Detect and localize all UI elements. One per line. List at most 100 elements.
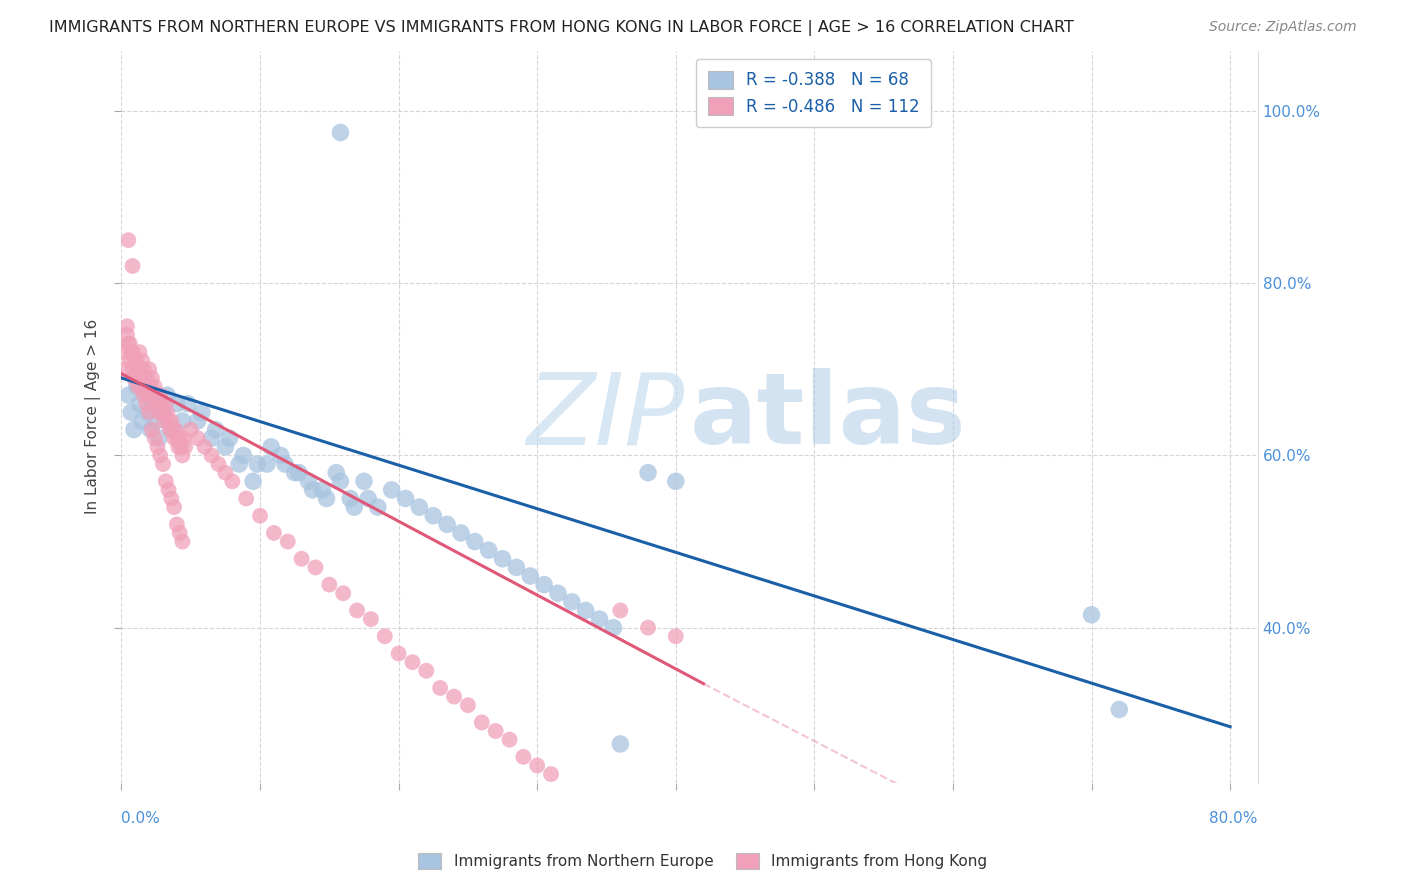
Point	[132, 388, 155, 402]
Point	[637, 836, 659, 850]
Point	[122, 371, 145, 385]
Point	[125, 379, 148, 393]
Point	[139, 379, 162, 393]
Point	[166, 431, 188, 445]
Point	[191, 405, 214, 419]
Point	[360, 612, 382, 626]
Point	[256, 457, 278, 471]
Point	[218, 431, 240, 445]
Text: atlas: atlas	[689, 368, 966, 466]
Point	[129, 371, 152, 385]
Point	[277, 534, 299, 549]
Point	[127, 379, 149, 393]
Point	[692, 871, 714, 885]
Point	[156, 388, 179, 402]
Point	[136, 405, 159, 419]
Point	[117, 388, 139, 402]
Point	[471, 715, 494, 730]
Point	[160, 414, 183, 428]
Point	[367, 500, 389, 515]
Point	[187, 414, 209, 428]
Point	[131, 353, 153, 368]
Point	[443, 690, 465, 704]
Point	[1108, 702, 1130, 716]
Point	[357, 491, 380, 506]
Point	[602, 621, 624, 635]
Point	[270, 449, 292, 463]
Point	[200, 449, 222, 463]
Point	[115, 327, 138, 342]
Point	[150, 397, 173, 411]
Point	[401, 655, 423, 669]
Point	[146, 440, 169, 454]
Point	[124, 353, 146, 368]
Point	[124, 353, 146, 368]
Point	[429, 681, 451, 695]
Point	[152, 457, 174, 471]
Point	[609, 819, 631, 833]
Point	[232, 449, 254, 463]
Point	[121, 259, 143, 273]
Point	[163, 500, 186, 515]
Point	[141, 423, 163, 437]
Point	[136, 388, 159, 402]
Point	[637, 466, 659, 480]
Point	[160, 423, 183, 437]
Point	[540, 767, 562, 781]
Point	[149, 449, 172, 463]
Point	[172, 534, 194, 549]
Point	[134, 379, 156, 393]
Point	[167, 440, 190, 454]
Point	[120, 345, 142, 359]
Point	[284, 466, 307, 480]
Point	[149, 388, 172, 402]
Point	[127, 362, 149, 376]
Point	[609, 737, 631, 751]
Point	[533, 577, 555, 591]
Point	[436, 517, 458, 532]
Point	[159, 423, 181, 437]
Point	[114, 362, 136, 376]
Point	[346, 603, 368, 617]
Point	[153, 414, 176, 428]
Point	[332, 586, 354, 600]
Point	[228, 457, 250, 471]
Legend: Immigrants from Northern Europe, Immigrants from Hong Kong: Immigrants from Northern Europe, Immigra…	[412, 847, 994, 875]
Point	[194, 440, 217, 454]
Point	[315, 491, 337, 506]
Point	[169, 431, 191, 445]
Point	[609, 603, 631, 617]
Point	[122, 423, 145, 437]
Point	[129, 379, 152, 393]
Point	[561, 595, 583, 609]
Point	[172, 414, 194, 428]
Point	[588, 612, 610, 626]
Point	[554, 784, 576, 798]
Point	[478, 543, 501, 558]
Point	[291, 551, 314, 566]
Point	[143, 431, 166, 445]
Point	[174, 440, 197, 454]
Point	[575, 603, 598, 617]
Point	[311, 483, 333, 497]
Point	[637, 621, 659, 635]
Point	[394, 491, 416, 506]
Point	[117, 233, 139, 247]
Point	[214, 440, 236, 454]
Point	[519, 569, 541, 583]
Point	[163, 431, 186, 445]
Point	[200, 431, 222, 445]
Point	[457, 698, 479, 713]
Point	[121, 345, 143, 359]
Point	[274, 457, 297, 471]
Point	[172, 449, 194, 463]
Point	[143, 379, 166, 393]
Point	[304, 560, 326, 574]
Point	[166, 517, 188, 532]
Point	[165, 423, 187, 437]
Point	[249, 508, 271, 523]
Point	[128, 397, 150, 411]
Point	[145, 414, 167, 428]
Point	[187, 431, 209, 445]
Point	[160, 491, 183, 506]
